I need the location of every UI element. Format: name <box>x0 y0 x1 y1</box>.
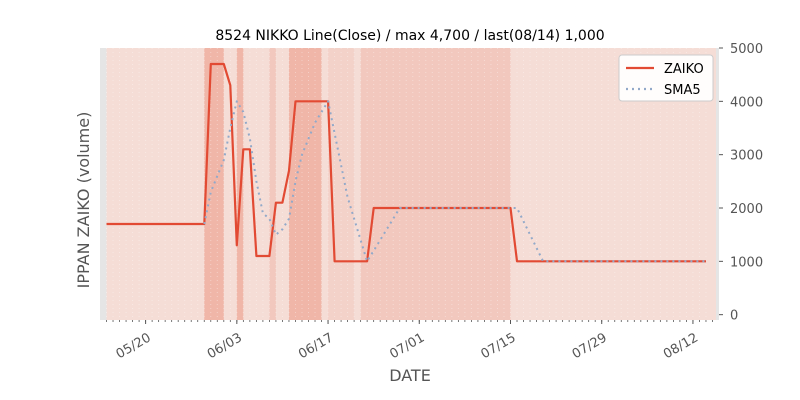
legend-label-zaiko: ZAIKO <box>664 62 704 77</box>
y-tick-label: 3000 <box>730 149 763 164</box>
shaded-range <box>288 48 322 320</box>
date-column-stripes <box>106 48 707 320</box>
x-tick-label: 06/03 <box>205 330 245 362</box>
y-tick-label: 0 <box>730 309 738 324</box>
shaded-ranges <box>204 48 511 320</box>
data-region <box>106 48 716 320</box>
plot-area <box>100 48 719 320</box>
x-tick-label: 07/01 <box>387 330 427 362</box>
x-tick-label: 07/15 <box>479 330 519 362</box>
shaded-range <box>360 48 511 320</box>
series-lines <box>106 62 706 263</box>
legend-box <box>618 54 714 102</box>
y-tick-label: 5000 <box>730 42 763 57</box>
x-axis: 05/20 06/03 06/17 07/01 07/15 07/29 08/12 <box>106 320 713 362</box>
y-tick-label: 2000 <box>730 202 763 217</box>
y-axis-label: IPPAN ZAIKO (volume) <box>74 112 93 289</box>
y-axis: 0 1000 2000 3000 4000 5000 <box>719 42 763 324</box>
chart-title: 8524 NIKKO Line(Close) / max 4,700 / las… <box>215 28 604 44</box>
y-tick-label: 1000 <box>730 255 763 270</box>
legend-label-sma5: SMA5 <box>664 83 701 98</box>
legend: ZAIKO SMA5 <box>618 54 714 102</box>
x-axis-label: DATE <box>389 366 431 385</box>
x-tick-label: 07/29 <box>570 330 610 362</box>
shaded-range <box>204 48 224 320</box>
shaded-range <box>269 48 276 320</box>
x-tick-label: 06/17 <box>296 330 336 362</box>
series-line-zaiko <box>106 62 706 263</box>
x-tick-label: 05/20 <box>114 330 154 362</box>
x-tick-label: 08/12 <box>661 330 701 362</box>
y-tick-label: 4000 <box>730 95 763 110</box>
